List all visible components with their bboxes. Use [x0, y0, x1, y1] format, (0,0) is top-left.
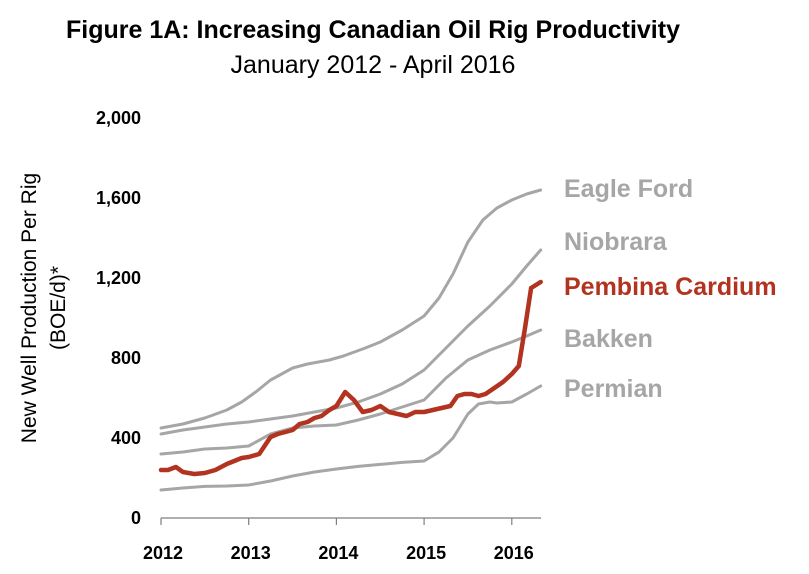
series-line-niobrara — [159, 248, 543, 436]
y-tick-label: 2,000 — [96, 108, 141, 128]
x-tick-label: 2016 — [494, 543, 534, 563]
legend-label-niobrara: Niobrara — [564, 228, 668, 256]
x-tick-label: 2015 — [406, 543, 446, 563]
x-tick-label: 2014 — [318, 543, 358, 563]
y-tick-label: 0 — [131, 508, 141, 528]
legend: Eagle Ford Niobrara Pembina Cardium Bakken P… — [564, 175, 777, 403]
y-tick-label: 1,600 — [96, 188, 141, 208]
y-tick-label: 400 — [111, 428, 141, 448]
legend-label-permian: Permian — [564, 375, 663, 403]
x-tick-label: 2013 — [231, 543, 271, 563]
axes: 0 400 800 1,200 1,600 2,000 2012 2013 2014 2015 20… — [96, 108, 541, 563]
series-layer — [158, 188, 543, 492]
chart-title: Figure 1A: Increasing Canadian Oil Rig P… — [65, 16, 680, 44]
series-line-bakken — [159, 328, 543, 456]
y-tick-label: 800 — [111, 348, 141, 368]
series-line-permian — [159, 384, 543, 492]
legend-label-eagle-ford: Eagle Ford — [564, 175, 693, 203]
y-axis-label-line2: (BOE/d)* — [47, 266, 70, 350]
series-line-pembina-cardium — [158, 279, 543, 477]
chart-subtitle: January 2012 - April 2016 — [230, 51, 516, 79]
y-tick-label: 1,200 — [96, 268, 141, 288]
x-tick-label: 2012 — [143, 543, 183, 563]
legend-label-bakken: Bakken — [564, 325, 653, 353]
legend-label-pembina-cardium: Pembina Cardium — [564, 273, 777, 301]
y-axis-label: New Well Production Per Rig (BOE/d)* — [18, 173, 70, 443]
y-axis-label-line1: New Well Production Per Rig — [18, 173, 41, 443]
series-line-eagle-ford — [159, 188, 543, 430]
